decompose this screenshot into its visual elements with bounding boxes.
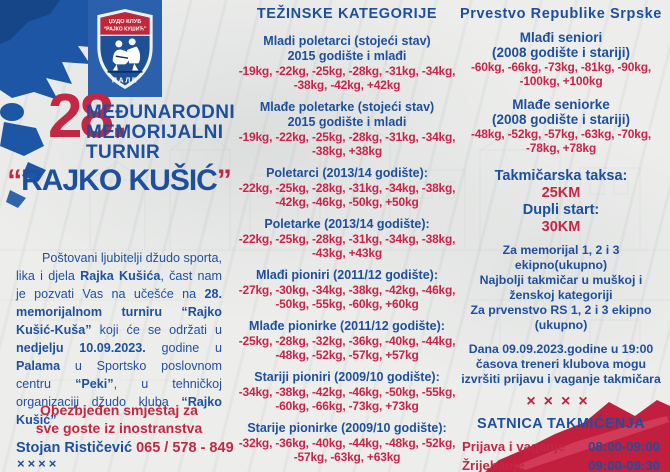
group-subheading: (2008 godište i stariji) bbox=[491, 45, 631, 60]
logo-club-line2: “РАЈКО КУШИЋ” bbox=[104, 26, 147, 32]
fee-label: Dupli start: bbox=[522, 202, 600, 218]
group-heading: Poletarci (2013/14 godište): bbox=[266, 166, 428, 180]
category-group-0: Mladi poletarci (stojeći stav) 2015 godi… bbox=[236, 34, 458, 92]
logo-band: ЏУДО КЛУБ “РАЈКО КУШИЋ” ПАЛЕ bbox=[88, 0, 162, 97]
title-number: 28. bbox=[48, 82, 128, 151]
group-heading: Poletarke (2013/14 godište): bbox=[264, 217, 430, 231]
category-group-1: Mlađe poletarke (stojeći stav) 2015 godi… bbox=[236, 100, 458, 158]
group-heading: Mlađe poletarke (stojeći stav) bbox=[259, 100, 435, 114]
category-group-2: Poletarci (2013/14 godište): -22kg, -25k… bbox=[236, 166, 458, 209]
schedule-table: Prijava i vaganje 08:00-09:00 Žrijebanje… bbox=[462, 438, 660, 472]
group-weights: -19kg, -22kg, -25kg, -28kg, -31kg, -34kg… bbox=[238, 130, 456, 158]
awards-block: Za memorijal 1, 2 i 3 ekipno(ukupno) Naj… bbox=[458, 243, 664, 333]
weigh-in-note: Dana 09.09.2023.godine u 19:00 časova tr… bbox=[461, 342, 661, 386]
group-weights: -22kg, -25kg, -28kg, -31kg, -34kg, -38kg… bbox=[238, 232, 456, 260]
fee-value: 30KM bbox=[541, 219, 581, 235]
fees-block: Takmičarska taksa: 25KM Dupli start: 30K… bbox=[458, 168, 664, 236]
schedule-title: SATNICA TAKMIČENJA bbox=[476, 416, 646, 432]
title-line2: MEMORIJALNI bbox=[86, 122, 224, 143]
accommodation-line2: sve goste iz inostranstva bbox=[35, 420, 203, 436]
contact-line: Stojan Rističević 065 / 578 - 849 bbox=[16, 440, 234, 456]
award-line: Najbolji takmičar u muškoj i ženskoj kat… bbox=[479, 273, 643, 302]
tournament-name: “RAJKO KUŠIĆ” bbox=[0, 164, 238, 198]
schedule-time: 08:00-09:00 bbox=[588, 439, 660, 454]
championship-group-1: Mlađe seniorke (2008 godište i stariji) … bbox=[458, 97, 664, 155]
group-heading: Stariji pioniri (2009/10 godište): bbox=[254, 370, 440, 384]
group-heading: Mlađi pioniri (2011/12 godište): bbox=[256, 268, 438, 282]
category-group-7: Starije pionirke (2009/10 godište): -32k… bbox=[236, 421, 458, 464]
group-heading: Mladi poletarci (stojeći stav) bbox=[263, 34, 431, 48]
category-group-3: Poletarke (2013/14 godište): -22kg, -25k… bbox=[236, 217, 458, 260]
group-heading: Mlađe pionirke (2011/12 godište): bbox=[249, 319, 445, 333]
invitation-paragraph: Poštovani ljubitelji džudo sporta, lika … bbox=[16, 250, 222, 427]
accommodation-note: Obezbjeđen smještaj za sve goste iz inos… bbox=[0, 401, 238, 437]
x-marks-blue-decoration: ×××× bbox=[17, 456, 60, 471]
schedule-row: Žrijebanje 09:00-09:30 bbox=[462, 457, 660, 472]
group-weights: -19kg, -22kg, -25kg, -28kg, -31kg, -34kg… bbox=[238, 64, 456, 92]
close-quote: ” bbox=[216, 164, 232, 197]
club-logo-shield: ЏУДО КЛУБ “РАЈКО КУШИЋ” ПАЛЕ bbox=[97, 8, 153, 89]
accommodation-line1: Obezbjeđen smještaj za bbox=[40, 402, 198, 418]
championship-column: Prvestvo Republike Srpske Mlađi seniori … bbox=[458, 6, 664, 472]
award-line: Za prvenstvo RS 1, 2 i 3 ekipno (ukupno) bbox=[470, 303, 652, 332]
group-weights: -27kg, -30kg, -34kg, -38kg, -42kg, -46kg… bbox=[238, 283, 456, 311]
title-lines: MEĐUNARODNI MEMORIJALNI TURNIR bbox=[86, 103, 235, 163]
group-subheading: (2008 godište i stariji) bbox=[491, 112, 631, 127]
fee-label: Takmičarska taksa: bbox=[494, 168, 628, 184]
schedule-time: 09:00-09:30 bbox=[588, 457, 660, 472]
category-group-6: Stariji pioniri (2009/10 godište): -34kg… bbox=[236, 370, 458, 413]
fee-value: 25KM bbox=[541, 185, 581, 201]
group-heading: Starije pionirke (2009/10 godište): bbox=[247, 421, 447, 435]
group-heading: Mlađe seniorke bbox=[512, 97, 610, 112]
title-line1: MEĐUNARODNI bbox=[86, 102, 236, 123]
group-weights: -25kg, -28kg, -32kg, -36kg, -40kg, -44kg… bbox=[238, 334, 456, 362]
tournament-name-text: RAJKO KUŠIĆ bbox=[21, 164, 218, 197]
open-quote: “ bbox=[7, 164, 22, 197]
logo-city-label: ПАЛЕ bbox=[112, 76, 138, 84]
categories-title: TEŽINSKE KATEGORIJE bbox=[256, 6, 438, 22]
contact-name: Stojan Rističević bbox=[16, 440, 133, 456]
category-group-4: Mlađi pioniri (2011/12 godište): -27kg, … bbox=[236, 268, 458, 311]
weight-categories-column: TEŽINSKE KATEGORIJE Mladi poletarci (sto… bbox=[236, 6, 458, 472]
x-marks-red-decoration: ×××× bbox=[526, 393, 596, 410]
group-subheading: 2015 godište i mladi bbox=[287, 115, 407, 129]
title-line3: TURNIR bbox=[86, 142, 161, 163]
logo-club-line1: ЏУДО КЛУБ bbox=[109, 18, 142, 24]
category-group-5: Mlađe pionirke (2011/12 godište): -25kg,… bbox=[236, 319, 458, 362]
schedule-label: Žrijebanje bbox=[462, 457, 525, 472]
award-line: Za memorijal 1, 2 i 3 ekipno(ukupno) bbox=[502, 243, 620, 272]
group-subheading: 2015 godište i mlađi bbox=[287, 49, 407, 63]
group-weights: -48kg, -52kg, -57kg, -63kg, -70kg, -78kg… bbox=[471, 127, 651, 155]
championship-group-0: Mlađi seniori (2008 godište i stariji) -… bbox=[458, 30, 664, 88]
contact-phone: 065 / 578 - 849 bbox=[136, 440, 234, 456]
championship-title: Prvestvo Republike Srpske bbox=[460, 6, 662, 22]
schedule-label: Prijava i vaganje bbox=[462, 439, 566, 454]
group-heading: Mlađi seniori bbox=[519, 30, 603, 45]
red-brush-decoration bbox=[485, 400, 670, 472]
judo-fighters-icon bbox=[107, 37, 143, 73]
group-weights: -60kg, -66kg, -73kg, -81kg, -90kg, -100k… bbox=[471, 60, 651, 88]
group-weights: -22kg, -25kg, -28kg, -31kg, -34kg, -38kg… bbox=[238, 181, 456, 209]
group-weights: -34kg, -38kg, -42kg, -46kg, -50kg, -55kg… bbox=[238, 385, 456, 413]
schedule-row: Prijava i vaganje 08:00-09:00 bbox=[462, 438, 660, 457]
group-weights: -32kg, -36kg, -40kg, -44kg, -48kg, -52kg… bbox=[238, 436, 456, 464]
